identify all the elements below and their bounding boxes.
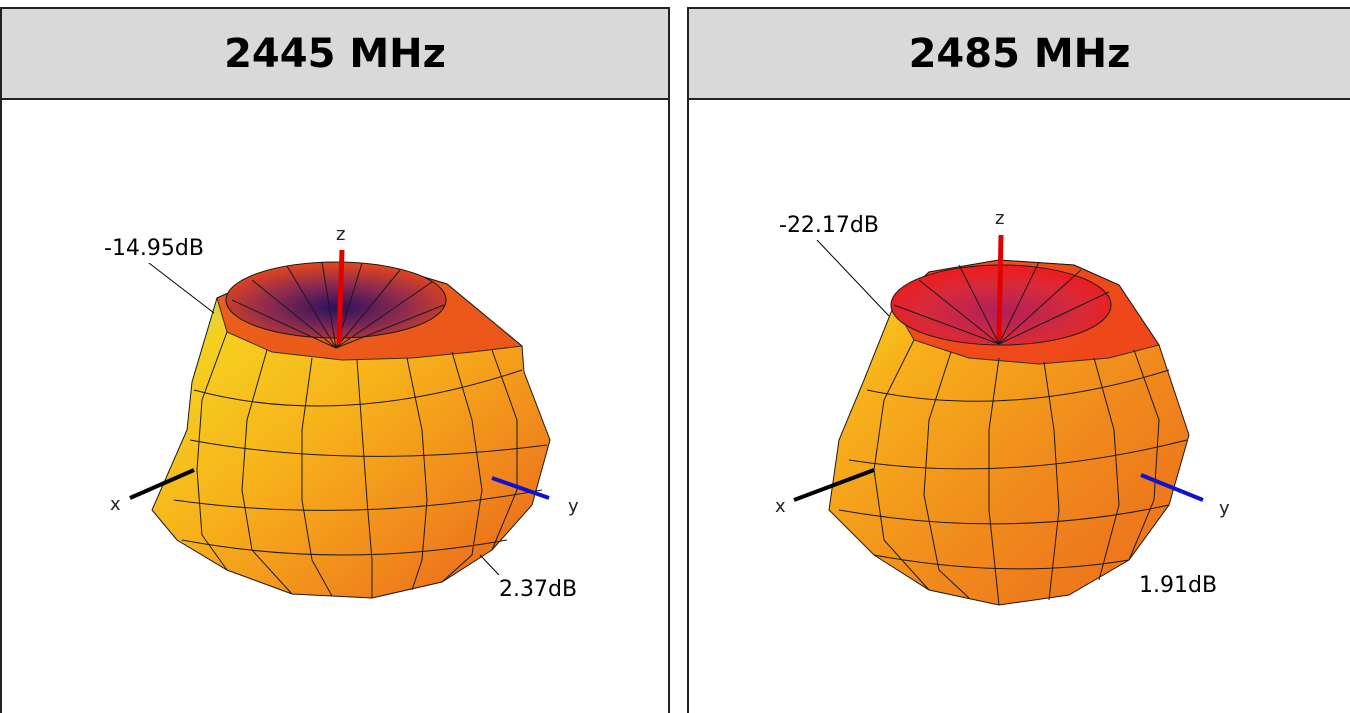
z-axis-label: z xyxy=(336,224,346,245)
max-gain-label: 1.91dB xyxy=(1137,572,1220,600)
radiation-pattern-plot: -22.17dB 1.91dB z y x xyxy=(689,100,1350,713)
z-axis xyxy=(996,234,1004,341)
y-axis-label: y xyxy=(568,496,579,517)
pattern-panel-2445: 2445 MHz xyxy=(0,7,670,713)
radiation-pattern-3d xyxy=(129,249,551,599)
x-axis xyxy=(129,468,195,500)
y-axis xyxy=(1140,473,1204,502)
x-axis-label: x xyxy=(775,496,786,517)
y-axis-label: y xyxy=(1219,498,1230,519)
max-leader-line xyxy=(479,554,500,576)
pattern-panel-2485: 2485 MHz xyxy=(687,7,1350,713)
pattern-top-opening xyxy=(225,261,447,339)
mesh-lines xyxy=(173,261,548,598)
panel-header: 2485 MHz xyxy=(689,9,1350,100)
z-axis xyxy=(336,249,345,344)
radiation-pattern-3d xyxy=(793,234,1204,606)
panel-header: 2445 MHz xyxy=(2,9,668,100)
radiation-pattern-plot: -14.95dB 2.37dB z y x xyxy=(2,100,668,713)
min-leader-line xyxy=(816,239,890,317)
z-axis-label: z xyxy=(995,208,1005,229)
x-axis xyxy=(793,468,875,502)
min-gain-label: -14.95dB xyxy=(102,235,206,263)
min-leader-line xyxy=(144,259,215,314)
x-axis-label: x xyxy=(110,494,121,515)
min-gain-label: -22.17dB xyxy=(777,212,881,240)
y-axis xyxy=(491,476,550,500)
max-gain-label: 2.37dB xyxy=(497,576,580,604)
